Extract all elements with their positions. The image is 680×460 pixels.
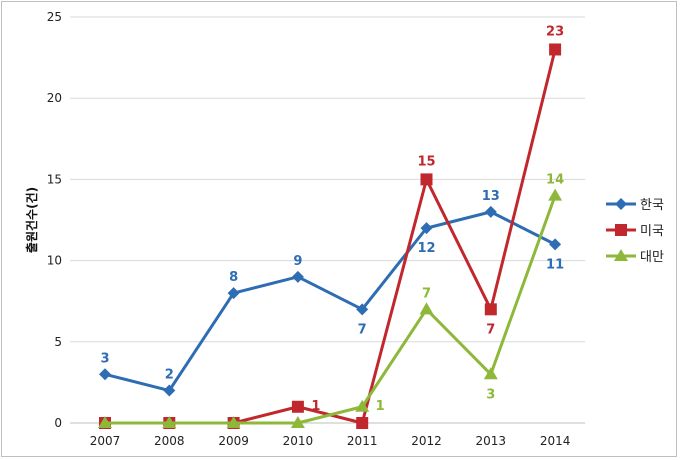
- data-label: 7: [486, 322, 495, 337]
- data-point: [98, 416, 112, 428]
- legend-marker: [615, 198, 627, 210]
- x-tick-label: 2010: [283, 434, 314, 448]
- data-label: 3: [100, 351, 109, 366]
- data-label: 7: [358, 322, 367, 337]
- data-label: 14: [546, 173, 564, 188]
- x-tick-label: 2013: [476, 434, 507, 448]
- x-tick-label: 2012: [411, 434, 442, 448]
- data-point: [420, 173, 433, 186]
- y-tick-label: 25: [47, 10, 62, 24]
- data-point: [356, 303, 369, 316]
- y-tick-label: 20: [47, 91, 62, 105]
- data-point: [548, 188, 563, 201]
- y-tick-label: 5: [54, 335, 62, 349]
- x-tick-label: 2014: [540, 434, 571, 448]
- data-point: [226, 416, 241, 428]
- data-point: [420, 222, 433, 235]
- data-label: 1: [376, 399, 385, 414]
- x-tick-label: 2011: [347, 434, 378, 448]
- data-label: 11: [546, 257, 564, 272]
- data-point: [356, 417, 369, 429]
- data-point: [355, 399, 370, 412]
- series-group: [98, 43, 563, 429]
- data-label: 9: [293, 254, 302, 269]
- data-point: [291, 270, 304, 283]
- x-tick-label: 2007: [90, 434, 121, 448]
- data-label: 13: [482, 189, 500, 204]
- y-tick-label: 10: [47, 254, 62, 268]
- data-point: [227, 287, 240, 300]
- data-label: 12: [417, 241, 435, 256]
- data-point: [549, 43, 562, 56]
- data-point: [484, 303, 497, 316]
- data-point: [484, 205, 497, 218]
- series-line-0: [104, 210, 556, 393]
- y-tick-label: 0: [54, 416, 62, 430]
- data-point: [419, 302, 434, 315]
- y-tick-label: 15: [47, 172, 62, 186]
- x-tick-label: 2008: [154, 434, 185, 448]
- data-point: [549, 238, 562, 251]
- data-label: 3: [486, 387, 495, 402]
- legend-label: 대만: [640, 250, 664, 265]
- legend-label: 미국: [640, 224, 664, 239]
- data-label: 1: [311, 399, 320, 414]
- data-point: [99, 368, 111, 381]
- x-tick-labels: 2007 2008 2009 2010 2011 2012 2013 2014: [90, 434, 571, 448]
- data-label: 7: [422, 286, 431, 301]
- data-label: 15: [417, 154, 435, 169]
- data-point: [290, 416, 305, 428]
- data-point: [483, 367, 498, 380]
- y-tick-labels: 0 5 10 15 20 25: [47, 10, 62, 430]
- gridlines: [70, 16, 585, 424]
- x-tick-label: 2009: [218, 434, 249, 448]
- legend-marker: [615, 224, 627, 236]
- legend-marker: [614, 249, 628, 261]
- data-label: 8: [229, 270, 238, 285]
- data-label: 23: [546, 24, 564, 39]
- data-point: [162, 416, 177, 428]
- y-axis-label: 출원건수(건): [24, 187, 39, 253]
- data-label: 2: [165, 368, 174, 383]
- series-line-2: [105, 195, 557, 425]
- data-point: [291, 400, 304, 413]
- data-point: [163, 384, 176, 397]
- legend-label: 한국: [640, 198, 664, 213]
